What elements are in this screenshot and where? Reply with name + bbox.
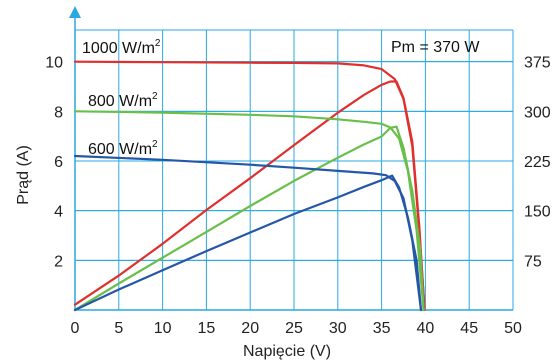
y-tick-label: 6 xyxy=(54,154,63,171)
label-1000: 1000 W/m2 xyxy=(82,38,161,57)
y2-tick-label: 225 xyxy=(524,154,551,171)
label-800: 800 W/m2 xyxy=(88,91,158,110)
x-tick-label: 50 xyxy=(504,320,522,337)
y-tick-label: 2 xyxy=(54,253,63,270)
x-tick-label: 10 xyxy=(154,320,172,337)
tick-labels: 0 5 10 15 20 25 30 35 40 45 50 2 4 6 8 10 75 150 225 300 375 xyxy=(45,55,551,337)
pm-label: Pm = 370 W xyxy=(391,39,480,56)
x-tick-label: 0 xyxy=(71,320,80,337)
x-axis-title: Napięcie (V) xyxy=(243,343,331,360)
y-tick-label: 10 xyxy=(45,55,63,72)
y-axis-title: Prąd (A) xyxy=(15,145,32,205)
label-600: 600 W/m2 xyxy=(88,139,158,158)
y2-tick-label: 300 xyxy=(524,104,551,121)
series-group xyxy=(73,60,426,312)
x-tick-label: 25 xyxy=(285,320,303,337)
y2-tick-label: 150 xyxy=(524,204,551,221)
grid xyxy=(75,29,514,310)
x-tick-label: 15 xyxy=(198,320,216,337)
x-tick-label: 5 xyxy=(114,320,123,337)
series-power-1000 xyxy=(73,80,426,312)
x-tick-label: 45 xyxy=(460,320,478,337)
y-tick-label: 4 xyxy=(54,204,63,221)
x-tick-label: 20 xyxy=(241,320,259,337)
x-tick-label: 40 xyxy=(417,320,435,337)
y-tick-label: 8 xyxy=(54,104,63,121)
y2-tick-label: 375 xyxy=(524,55,551,72)
series-power-800 xyxy=(73,125,425,312)
series-power-600 xyxy=(73,174,423,312)
y2-tick-label: 75 xyxy=(524,253,542,270)
x-tick-label: 35 xyxy=(373,320,391,337)
x-tick-label: 30 xyxy=(329,320,347,337)
